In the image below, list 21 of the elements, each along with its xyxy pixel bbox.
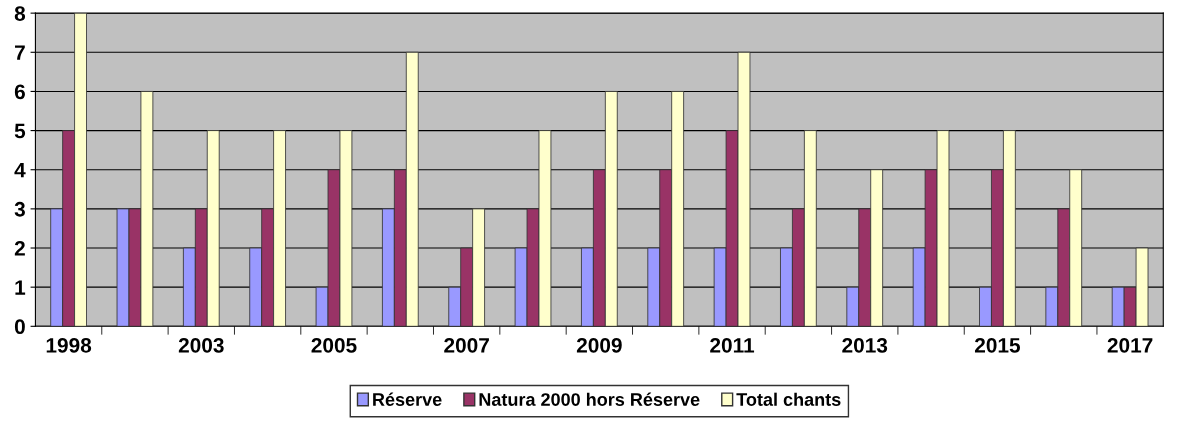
x-tick-label: 2005 (311, 337, 357, 353)
legend-label: Natura 2000 hors Réserve (479, 392, 700, 406)
legend-label: Total chants (736, 392, 841, 406)
x-tick-label: 2007 (444, 337, 489, 353)
x-tick-label: 2013 (842, 337, 888, 353)
legend-label: Réserve (373, 392, 442, 406)
y-tick-label: 1 (15, 280, 26, 295)
x-tick-label: 2017 (1107, 337, 1153, 353)
x-tick-label: 2003 (178, 337, 224, 353)
y-tick-label: 6 (14, 84, 25, 100)
x-tick-label: 1998 (46, 337, 92, 353)
y-tick-label: 7 (15, 45, 25, 60)
y-tick-label: 5 (14, 123, 26, 139)
y-tick-label: 8 (14, 6, 26, 21)
x-tick-label: 2015 (974, 337, 1021, 353)
y-tick-label: 0 (14, 319, 25, 335)
y-tick-label: 4 (14, 162, 26, 178)
x-tick-label: 2011 (710, 337, 755, 353)
y-tick-label: 2 (14, 241, 25, 256)
y-tick-label: 3 (14, 201, 25, 217)
x-tick-label: 2009 (576, 337, 622, 353)
